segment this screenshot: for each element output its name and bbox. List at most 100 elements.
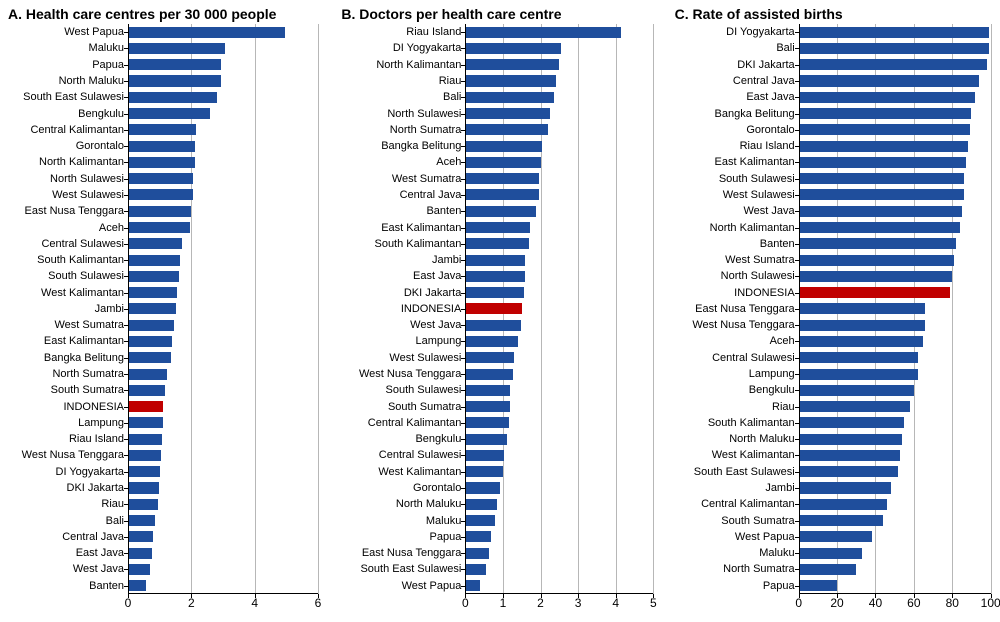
bar xyxy=(128,564,150,575)
category-label: INDONESIA xyxy=(0,398,128,414)
x-tick-label: 20 xyxy=(830,596,843,610)
bar-row xyxy=(128,512,318,528)
bar-row xyxy=(128,40,318,56)
bar-row xyxy=(128,431,318,447)
bar xyxy=(128,303,176,314)
bar xyxy=(128,466,160,477)
y-labels: West PapuaMalukuPapuaNorth MalukuSouth E… xyxy=(0,24,128,594)
bar xyxy=(465,434,506,445)
bar-row xyxy=(465,105,653,121)
bar xyxy=(128,320,174,331)
bar-row xyxy=(465,333,653,349)
bar xyxy=(128,43,225,54)
category-label: Central Sulawesi xyxy=(0,236,128,252)
bar xyxy=(465,548,488,559)
category-label: Riau Island xyxy=(667,138,799,154)
bar xyxy=(799,124,970,135)
bar xyxy=(799,564,857,575)
gridline xyxy=(318,24,319,594)
panel-title: A. Health care centres per 30 000 people xyxy=(0,0,333,24)
bar-row xyxy=(128,252,318,268)
bar xyxy=(128,417,163,428)
category-label: Riau xyxy=(667,398,799,414)
bar-row xyxy=(128,545,318,561)
bar xyxy=(799,43,989,54)
bar-row xyxy=(799,24,991,40)
panel-title: C. Rate of assisted births xyxy=(667,0,1000,24)
category-label: Riau Island xyxy=(0,431,128,447)
category-label: South East Sulawesi xyxy=(0,89,128,105)
bar xyxy=(799,531,872,542)
bar-row xyxy=(128,73,318,89)
bar xyxy=(465,287,523,298)
bar-row xyxy=(128,24,318,40)
category-label: South East Sulawesi xyxy=(667,464,799,480)
bar xyxy=(465,466,503,477)
category-label: DKI Jakarta xyxy=(667,57,799,73)
bar-row xyxy=(799,122,991,138)
category-label: North Maluku xyxy=(0,73,128,89)
x-tick-label: 40 xyxy=(869,596,882,610)
bar-row xyxy=(799,187,991,203)
bar-row xyxy=(465,398,653,414)
bar-row xyxy=(465,73,653,89)
bar-row xyxy=(128,561,318,577)
bar-row xyxy=(128,529,318,545)
category-label: South Sumatra xyxy=(333,398,465,414)
category-label: Bangka Belitung xyxy=(0,350,128,366)
bar-row xyxy=(465,268,653,284)
category-label: Papua xyxy=(0,57,128,73)
category-label: INDONESIA xyxy=(667,285,799,301)
bar-row xyxy=(128,285,318,301)
chart-container: A. Health care centres per 30 000 people… xyxy=(0,0,1000,622)
category-label: West Sulawesi xyxy=(333,350,465,366)
category-label: Banten xyxy=(0,578,128,594)
bar-row xyxy=(799,105,991,121)
bar xyxy=(799,336,924,347)
bar-row xyxy=(465,171,653,187)
bar xyxy=(799,369,918,380)
bar xyxy=(128,255,180,266)
bar-row xyxy=(128,350,318,366)
bar xyxy=(465,401,509,412)
bar xyxy=(799,352,918,363)
category-label: East Kalimantan xyxy=(333,219,465,235)
bar xyxy=(128,531,153,542)
y-labels: Riau IslandDI YogyakartaNorth Kalimantan… xyxy=(333,24,465,594)
bar xyxy=(799,417,905,428)
bar xyxy=(128,352,171,363)
category-label: Riau xyxy=(333,73,465,89)
category-label: West Nusa Tenggara xyxy=(667,317,799,333)
category-label: DI Yogyakarta xyxy=(667,24,799,40)
category-label: South Sumatra xyxy=(0,382,128,398)
panel-A: A. Health care centres per 30 000 people… xyxy=(0,0,333,622)
category-label: North Maluku xyxy=(333,496,465,512)
bar xyxy=(799,271,953,282)
bars xyxy=(128,24,318,594)
chart-area: DI YogyakartaBaliDKI JakartaCentral Java… xyxy=(667,24,1000,594)
bar xyxy=(465,75,555,86)
category-label: DKI Jakarta xyxy=(0,480,128,496)
bar xyxy=(128,385,165,396)
category-label: West Sumatra xyxy=(0,317,128,333)
bar-row xyxy=(799,447,991,463)
x-tick-label: 5 xyxy=(650,596,657,610)
bar-row xyxy=(799,219,991,235)
chart-area: West PapuaMalukuPapuaNorth MalukuSouth E… xyxy=(0,24,333,594)
panel-B: B. Doctors per health care centreRiau Is… xyxy=(333,0,666,622)
category-label: DI Yogyakarta xyxy=(0,464,128,480)
bar xyxy=(128,124,196,135)
bar-row xyxy=(465,350,653,366)
bar-row xyxy=(465,496,653,512)
bar-row xyxy=(799,431,991,447)
bars xyxy=(465,24,653,594)
bar xyxy=(799,141,968,152)
bar-row xyxy=(799,382,991,398)
y-labels: DI YogyakartaBaliDKI JakartaCentral Java… xyxy=(667,24,799,594)
bar-row xyxy=(465,24,653,40)
bar xyxy=(128,157,195,168)
bar xyxy=(128,75,221,86)
bar-row xyxy=(128,236,318,252)
bar-row xyxy=(799,512,991,528)
category-label: West Sulawesi xyxy=(667,187,799,203)
